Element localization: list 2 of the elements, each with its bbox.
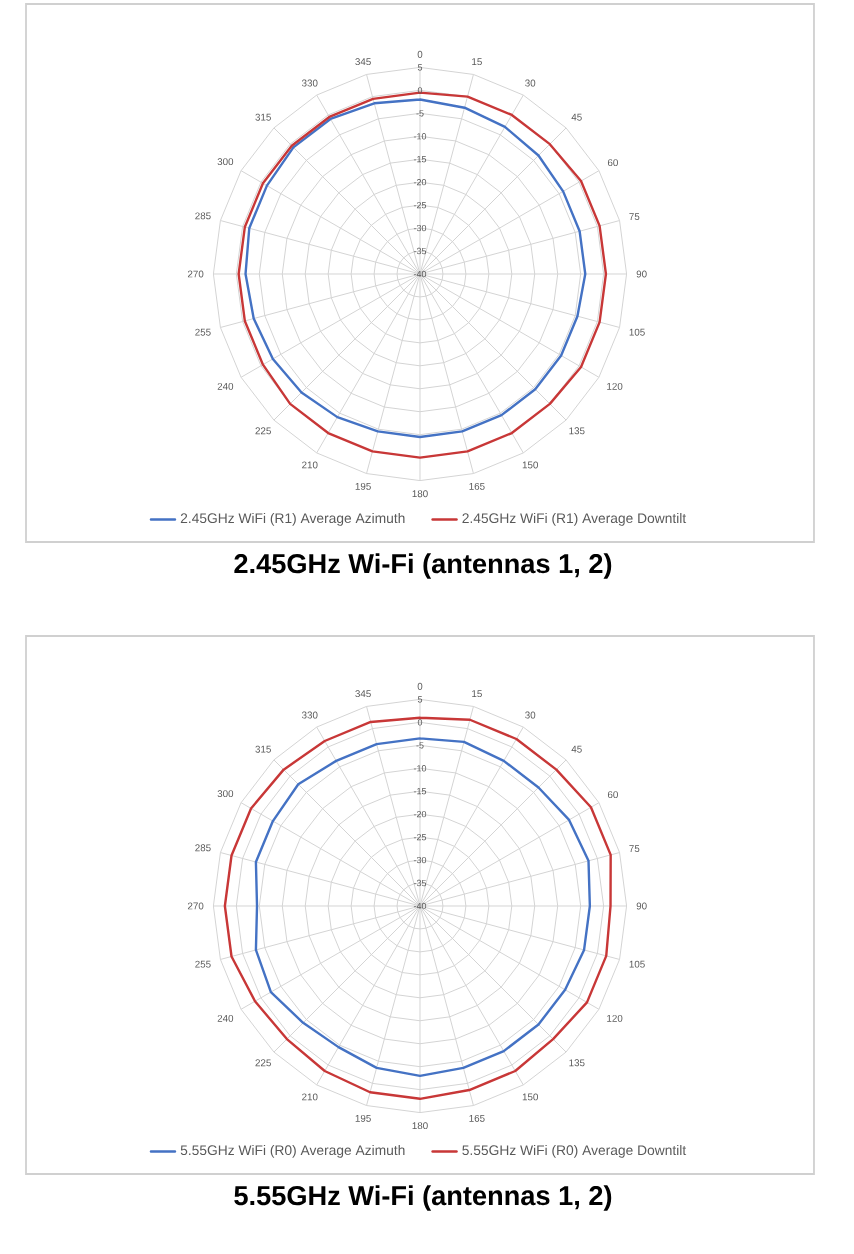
text: 2.45GHz Wi-Fi (antennas 1, 2): [234, 553, 612, 579]
text: 5.55GHz Wi-Fi (antennas 1, 2): [234, 1185, 612, 1211]
